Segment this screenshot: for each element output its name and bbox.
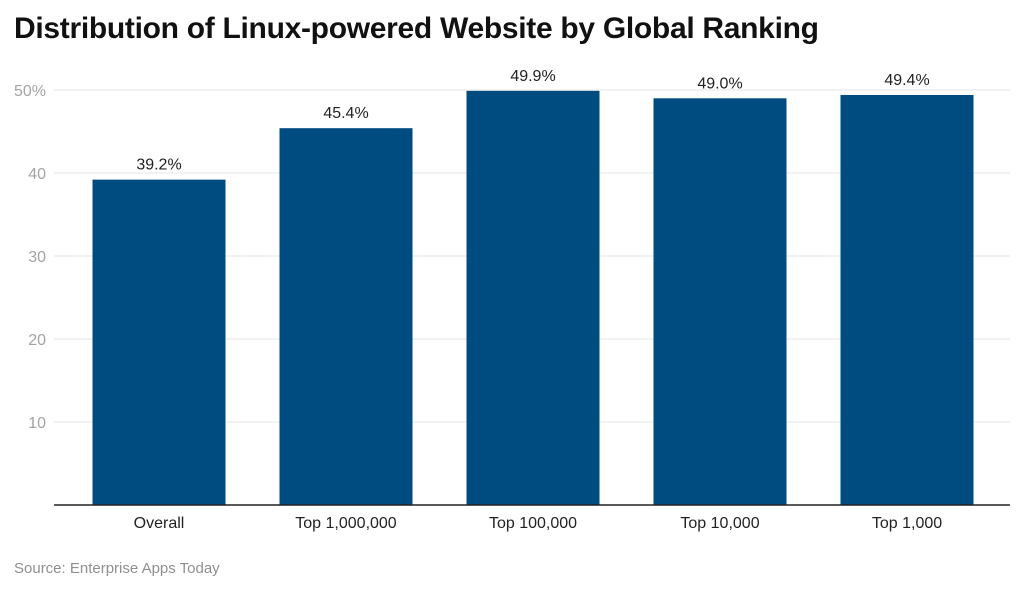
- bar-data-label: 49.0%: [697, 75, 742, 92]
- x-tick-label: Top 1,000,000: [295, 515, 397, 532]
- bar-data-label: 49.4%: [884, 72, 929, 89]
- y-tick-label: 30: [28, 249, 46, 266]
- bar: [466, 90, 600, 505]
- y-tick-label: 40: [28, 166, 46, 183]
- bar: [279, 128, 413, 505]
- bars: [92, 90, 974, 506]
- data-labels: 39.2% 45.4% 49.9% 49.0% 49.4%: [136, 68, 929, 174]
- y-tick-label: 50%: [14, 83, 46, 100]
- x-tick-label: Top 100,000: [489, 515, 577, 532]
- bar-data-label: 49.9%: [510, 68, 555, 85]
- bar: [653, 98, 787, 506]
- bar: [840, 94, 974, 505]
- y-axis-ticks: 10 20 30 40 50%: [14, 83, 46, 432]
- x-tick-label: Top 10,000: [680, 515, 759, 532]
- x-tick-label: Top 1,000: [872, 515, 942, 532]
- x-tick-label: Overall: [134, 515, 185, 532]
- source-note: Source: Enterprise Apps Today: [14, 560, 220, 577]
- bar: [92, 179, 226, 505]
- x-axis-ticks: Overall Top 1,000,000 Top 100,000 Top 10,00…: [134, 515, 943, 532]
- chart-title: Distribution of Linux-powered Website by…: [14, 12, 819, 45]
- y-tick-label: 20: [28, 332, 46, 349]
- y-tick-label: 10: [28, 415, 46, 432]
- bar-data-label: 45.4%: [323, 105, 368, 122]
- bar-data-label: 39.2%: [136, 157, 181, 174]
